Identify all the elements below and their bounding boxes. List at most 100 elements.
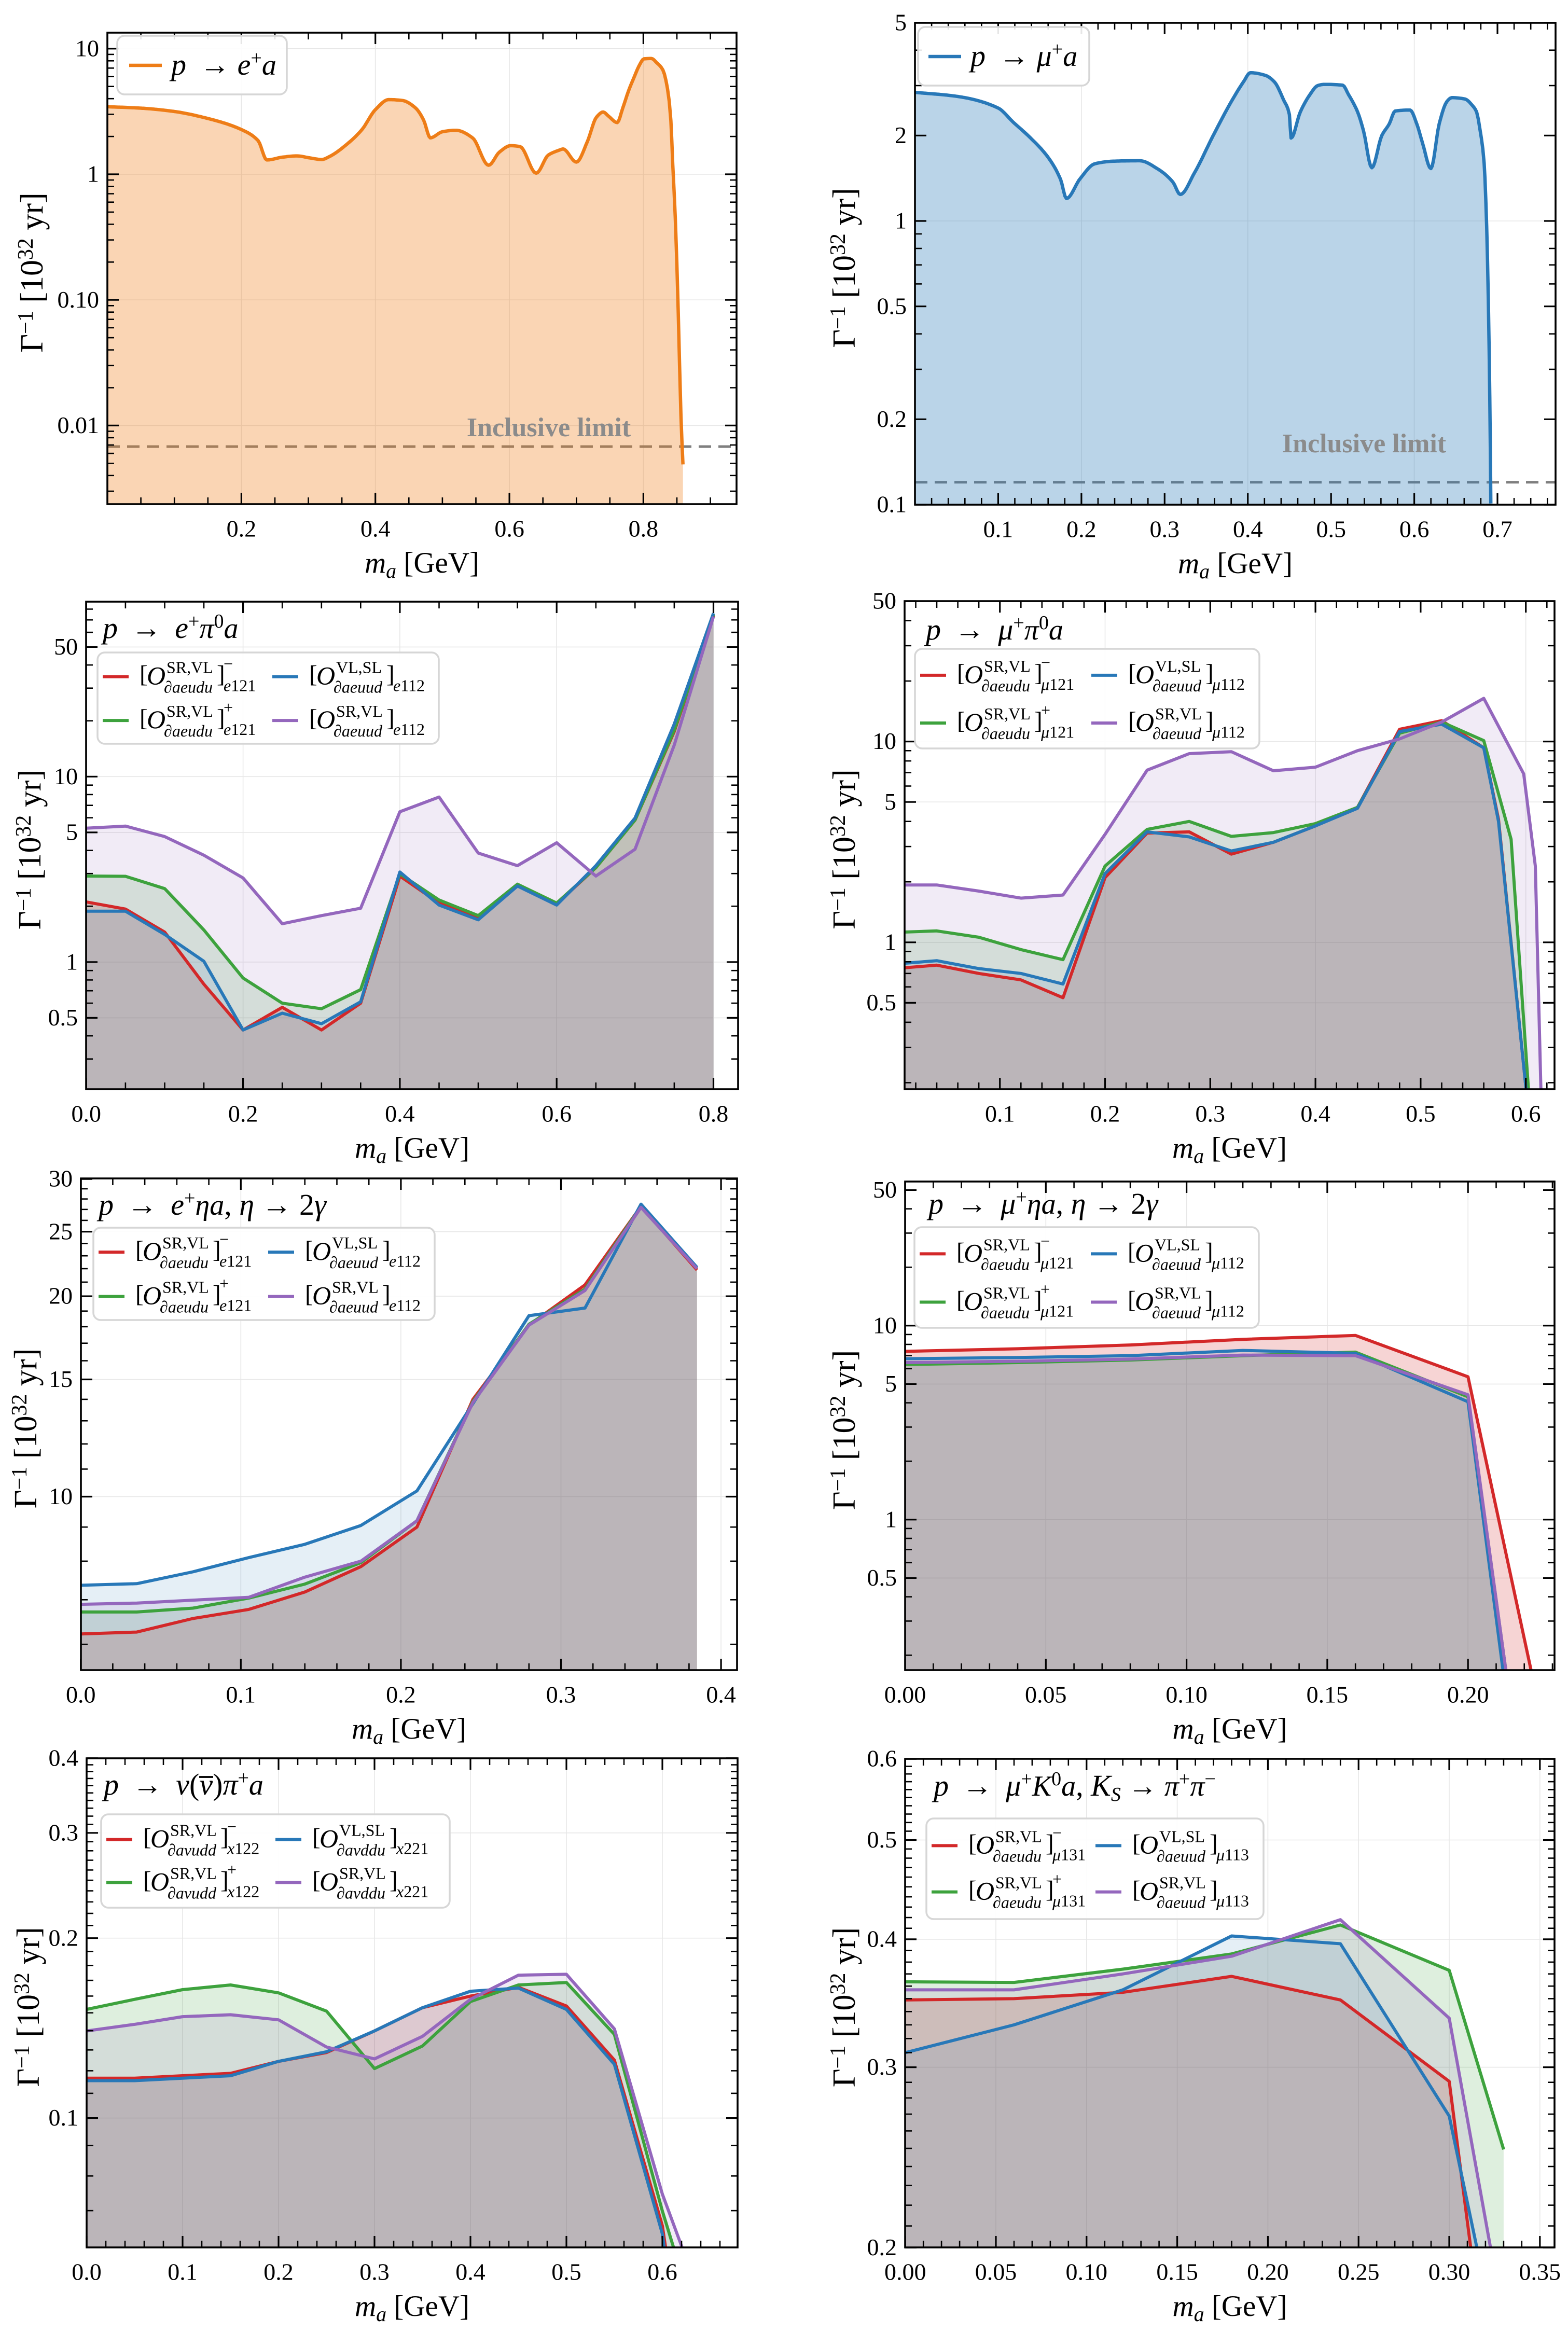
svg-text:0.5: 0.5 [867, 989, 897, 1016]
svg-text:[: [ [309, 705, 317, 732]
svg-text:0.4: 0.4 [1233, 516, 1263, 543]
svg-text:∂avddu: ∂avddu [337, 1841, 385, 1859]
svg-text:5: 5 [884, 788, 896, 815]
svg-text:O: O [1135, 1287, 1154, 1316]
svg-text:Γ−1 [1032 yr]: Γ−1 [1032 yr] [10, 1927, 46, 2087]
svg-text:−: − [1041, 653, 1050, 672]
svg-text:0.2: 0.2 [1066, 516, 1097, 543]
svg-text:μ121: μ121 [1040, 1253, 1074, 1272]
svg-text:x122: x122 [227, 1882, 259, 1900]
svg-text:[: [ [140, 661, 148, 688]
svg-text:O: O [320, 1867, 338, 1896]
svg-text:0.6: 0.6 [867, 1745, 897, 1772]
svg-text:0.3: 0.3 [1196, 1101, 1226, 1127]
svg-text:]: ] [1046, 1877, 1054, 1904]
svg-text:VL,SL: VL,SL [336, 658, 382, 677]
svg-text:−: − [1052, 1823, 1062, 1842]
svg-text:20: 20 [49, 1283, 73, 1309]
svg-text:VL,SL: VL,SL [1159, 1827, 1205, 1845]
svg-text:]: ] [382, 1237, 391, 1263]
svg-text:[: [ [1128, 707, 1136, 734]
svg-text:e121: e121 [224, 720, 256, 739]
svg-text:O: O [150, 1867, 169, 1896]
svg-text:SR,VL: SR,VL [995, 1873, 1042, 1892]
svg-text:∂aeuud: ∂aeuud [1157, 1846, 1206, 1865]
svg-text:∂avudd: ∂avudd [168, 1883, 217, 1902]
svg-text:O: O [1140, 1877, 1158, 1906]
svg-text:O: O [964, 707, 983, 737]
svg-text:[: [ [143, 1867, 151, 1894]
svg-text:ma [GeV]: ma [GeV] [355, 2290, 469, 2326]
svg-text:0.00: 0.00 [884, 2259, 926, 2285]
svg-text:0.1: 0.1 [168, 2259, 198, 2285]
svg-text:∂aeuud: ∂aeuud [334, 678, 383, 697]
svg-text:ma [GeV]: ma [GeV] [1172, 1132, 1287, 1168]
svg-text:0.5: 0.5 [867, 1564, 897, 1591]
svg-text:ma [GeV]: ma [GeV] [1178, 547, 1293, 583]
svg-text:∂aeudu: ∂aeudu [164, 721, 213, 740]
svg-text:−: − [224, 655, 233, 673]
svg-text:+: + [224, 698, 233, 717]
svg-text:SR,VL: SR,VL [170, 1821, 217, 1840]
svg-text:0.8: 0.8 [699, 1101, 729, 1127]
svg-text:0.5: 0.5 [867, 1826, 897, 1853]
svg-text:0.3: 0.3 [359, 2259, 390, 2285]
svg-text:∂aeuud: ∂aeuud [1153, 724, 1202, 743]
svg-text:[: [ [309, 661, 317, 688]
svg-text:0.1: 0.1 [226, 1682, 256, 1708]
svg-text:SR,VL: SR,VL [170, 1864, 217, 1882]
svg-text:0.20: 0.20 [1447, 1682, 1489, 1708]
svg-text:]: ] [1205, 707, 1214, 734]
svg-text:O: O [312, 1237, 331, 1266]
svg-text:ma [GeV]: ma [GeV] [1172, 1713, 1287, 1748]
svg-text:10: 10 [49, 1483, 73, 1509]
svg-text:[: [ [1128, 1238, 1136, 1265]
svg-text:x122: x122 [227, 1839, 259, 1858]
svg-text:SR,VL: SR,VL [1155, 1284, 1201, 1302]
svg-text:]: ] [1034, 1238, 1042, 1265]
svg-text:μ121: μ121 [1040, 723, 1074, 741]
svg-text:e112: e112 [393, 676, 425, 695]
svg-text:SR,VL: SR,VL [1155, 704, 1202, 723]
svg-text:0.4: 0.4 [385, 1101, 415, 1127]
svg-text:0.1: 0.1 [985, 1101, 1015, 1127]
svg-text:Γ−1 [1032 yr]: Γ−1 [1032 yr] [12, 770, 48, 929]
svg-text:∂aeudu: ∂aeudu [981, 1255, 1030, 1273]
svg-text:VL,SL: VL,SL [332, 1233, 378, 1252]
svg-text:[: [ [968, 1830, 977, 1857]
svg-text:e121: e121 [219, 1296, 252, 1315]
svg-text:]: ] [217, 705, 225, 732]
svg-text:]: ] [1046, 1830, 1054, 1857]
svg-text:1: 1 [895, 207, 907, 234]
svg-text:+: + [1052, 1870, 1062, 1888]
svg-text:]: ] [1205, 660, 1214, 687]
svg-text:50: 50 [54, 633, 78, 660]
svg-text:e121: e121 [219, 1252, 252, 1270]
svg-text:[: [ [957, 660, 965, 687]
svg-text:]: ] [386, 661, 395, 688]
svg-text:0.4: 0.4 [49, 1744, 79, 1771]
svg-text:∂aeuud: ∂aeuud [1152, 1303, 1201, 1322]
svg-text:SR,VL: SR,VL [336, 702, 383, 720]
svg-text:+: + [1041, 701, 1050, 719]
svg-text:O: O [1135, 707, 1154, 737]
svg-text:e121: e121 [224, 676, 256, 695]
svg-text:−: − [219, 1230, 229, 1248]
svg-text:μ113: μ113 [1216, 1892, 1249, 1910]
svg-text:O: O [1135, 660, 1154, 689]
svg-text:SR,VL: SR,VL [984, 657, 1031, 675]
svg-text:0.3: 0.3 [49, 1819, 79, 1845]
svg-text:0.15: 0.15 [1307, 1682, 1349, 1708]
svg-text:∂aeudu: ∂aeudu [160, 1253, 209, 1272]
svg-text:0.2: 0.2 [227, 516, 257, 542]
svg-text:p → μ+ηa, η → 2γ: p → μ+ηa, η → 2γ [926, 1186, 1159, 1220]
svg-text:∂aeuud: ∂aeuud [1153, 676, 1202, 695]
svg-text:x221: x221 [396, 1839, 428, 1858]
svg-text:]: ] [386, 705, 395, 732]
svg-text:0.35: 0.35 [1519, 2259, 1561, 2285]
svg-text:0.20: 0.20 [1247, 2259, 1289, 2285]
svg-text:0.5: 0.5 [551, 2259, 581, 2285]
svg-text:50: 50 [873, 1176, 897, 1203]
svg-text:SR,VL: SR,VL [983, 1235, 1030, 1254]
svg-text:SR,VL: SR,VL [332, 1278, 379, 1297]
